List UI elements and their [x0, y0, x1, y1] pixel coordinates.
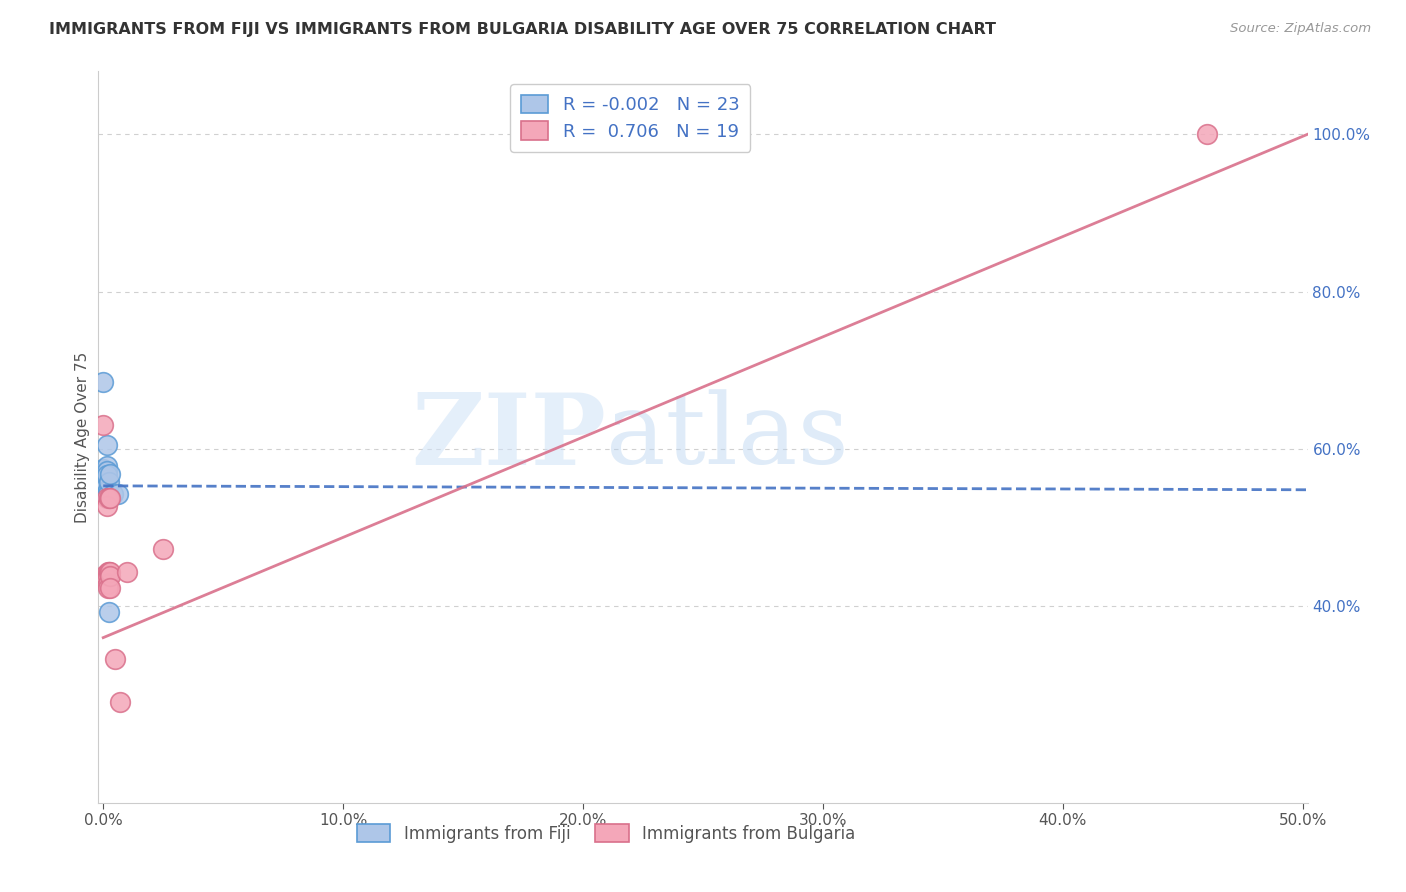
- Point: [96, 464, 118, 478]
- Point: [97, 566, 120, 580]
- Legend: Immigrants from Fiji, Immigrants from Bulgaria: Immigrants from Fiji, Immigrants from Bu…: [350, 818, 862, 849]
- Point: [108, 695, 131, 709]
- Text: ZIP: ZIP: [412, 389, 606, 485]
- Point: [97, 569, 120, 583]
- Point: [152, 541, 174, 556]
- Point: [94, 486, 117, 500]
- Point: [91, 461, 114, 475]
- Point: [94, 480, 117, 494]
- Point: [94, 467, 117, 482]
- Point: [98, 566, 121, 580]
- Point: [1195, 128, 1218, 142]
- Point: [94, 472, 117, 486]
- Point: [96, 499, 118, 513]
- Text: atlas: atlas: [606, 389, 849, 485]
- Point: [97, 483, 120, 497]
- Point: [97, 581, 120, 595]
- Point: [97, 577, 120, 591]
- Point: [96, 438, 118, 452]
- Text: Source: ZipAtlas.com: Source: ZipAtlas.com: [1230, 22, 1371, 36]
- Point: [94, 475, 117, 490]
- Point: [100, 581, 122, 595]
- Point: [94, 567, 117, 582]
- Point: [91, 475, 114, 489]
- Point: [97, 486, 120, 500]
- Point: [98, 606, 121, 620]
- Point: [98, 475, 121, 489]
- Point: [100, 569, 122, 583]
- Point: [96, 467, 118, 482]
- Point: [91, 469, 114, 483]
- Point: [101, 486, 124, 500]
- Point: [104, 652, 127, 666]
- Point: [96, 459, 118, 474]
- Point: [100, 566, 122, 580]
- Point: [97, 491, 120, 505]
- Point: [100, 491, 122, 505]
- Point: [115, 566, 138, 580]
- Point: [94, 464, 117, 478]
- Point: [91, 483, 114, 497]
- Point: [107, 486, 129, 500]
- Point: [91, 375, 114, 389]
- Point: [100, 467, 122, 481]
- Point: [98, 491, 121, 505]
- Y-axis label: Disability Age Over 75: Disability Age Over 75: [75, 351, 90, 523]
- Point: [96, 491, 118, 505]
- Text: IMMIGRANTS FROM FIJI VS IMMIGRANTS FROM BULGARIA DISABILITY AGE OVER 75 CORRELAT: IMMIGRANTS FROM FIJI VS IMMIGRANTS FROM …: [49, 22, 997, 37]
- Point: [91, 418, 114, 433]
